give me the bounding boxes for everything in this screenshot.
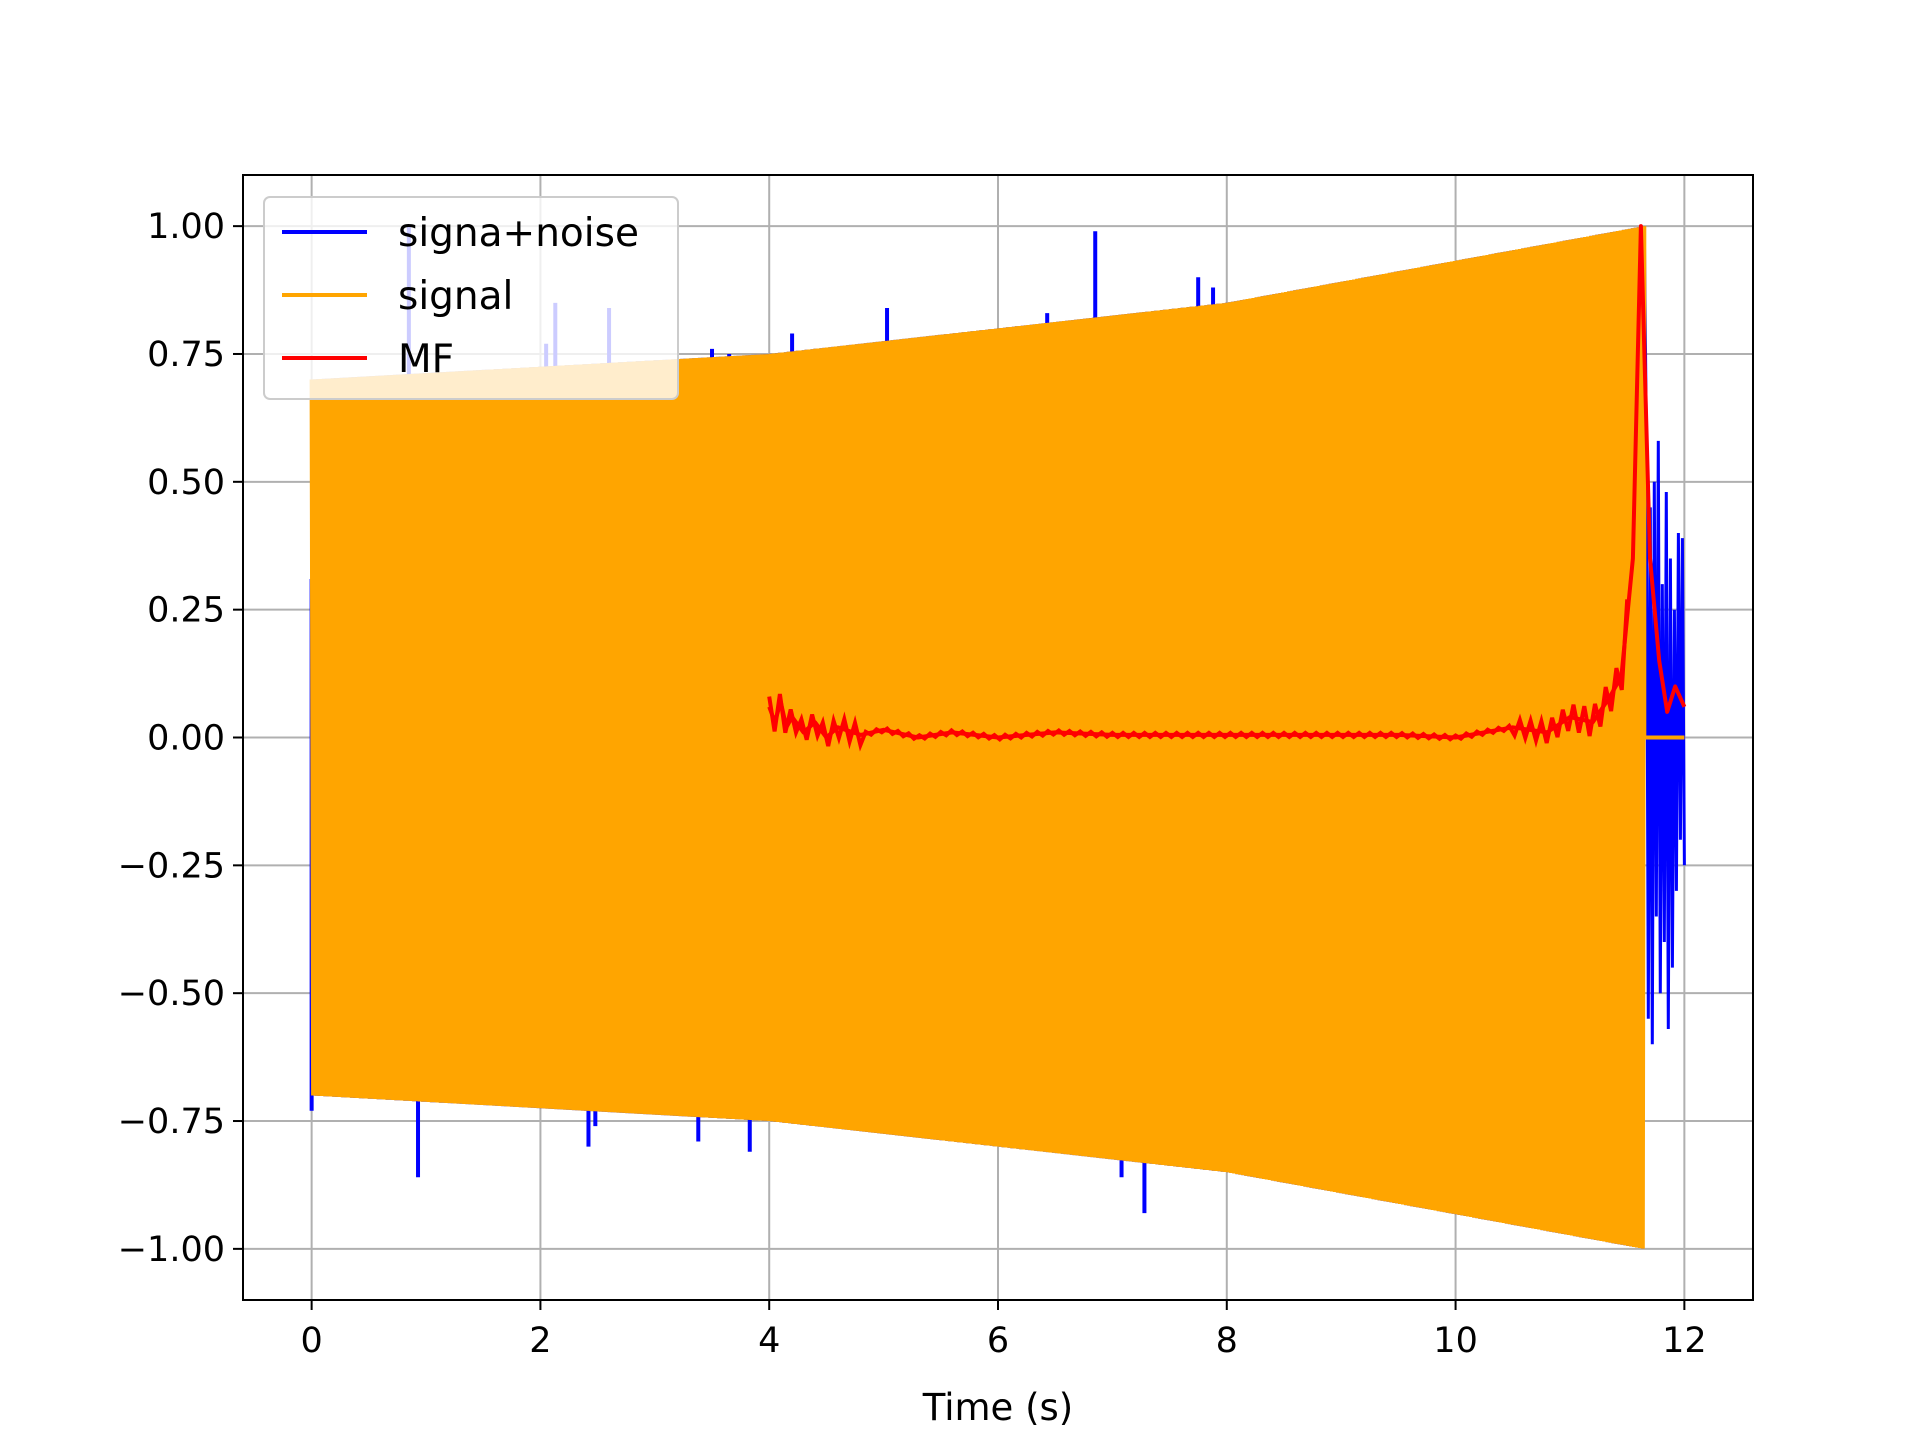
x-tick-label: 2 (529, 1321, 551, 1361)
x-tick-label: 8 (1216, 1321, 1238, 1361)
x-tick-label: 10 (1433, 1321, 1478, 1361)
tick-layer: 0 2 4 6 8 10 12 1.00 0.75 0.50 0.25 0.00 −0.25 −0.50 −… (118, 207, 1707, 1361)
series-mf (767, 224, 1687, 752)
y-tick-label: 0.50 (147, 463, 225, 503)
legend-label: signal (398, 274, 513, 319)
legend-label: MF (398, 337, 454, 382)
x-tick-label: 12 (1662, 1321, 1707, 1361)
x-tick-label: 4 (758, 1321, 780, 1361)
y-tick-label: 1.00 (147, 207, 225, 247)
y-tick-label: −1.00 (118, 1230, 225, 1270)
y-tick-label: −0.50 (118, 974, 225, 1014)
x-axis-label: Time (s) (922, 1386, 1073, 1429)
y-tick-label: 0.25 (147, 591, 225, 631)
series-signal (309, 226, 1685, 1249)
y-tick-label: 0.00 (147, 719, 225, 759)
legend-box (263, 196, 679, 400)
y-tick-label: −0.25 (118, 846, 225, 886)
y-tick-label: 0.75 (147, 335, 225, 375)
series-ripple (767, 599, 1630, 752)
series-layer (309, 224, 1687, 1249)
x-tick-label: 0 (300, 1321, 322, 1361)
x-tick-label: 6 (987, 1321, 1009, 1361)
legend: signa+noise signal MF (263, 196, 679, 400)
y-tick-label: −0.75 (118, 1102, 225, 1142)
legend-label: signa+noise (398, 211, 639, 256)
series-line (309, 226, 1685, 1249)
